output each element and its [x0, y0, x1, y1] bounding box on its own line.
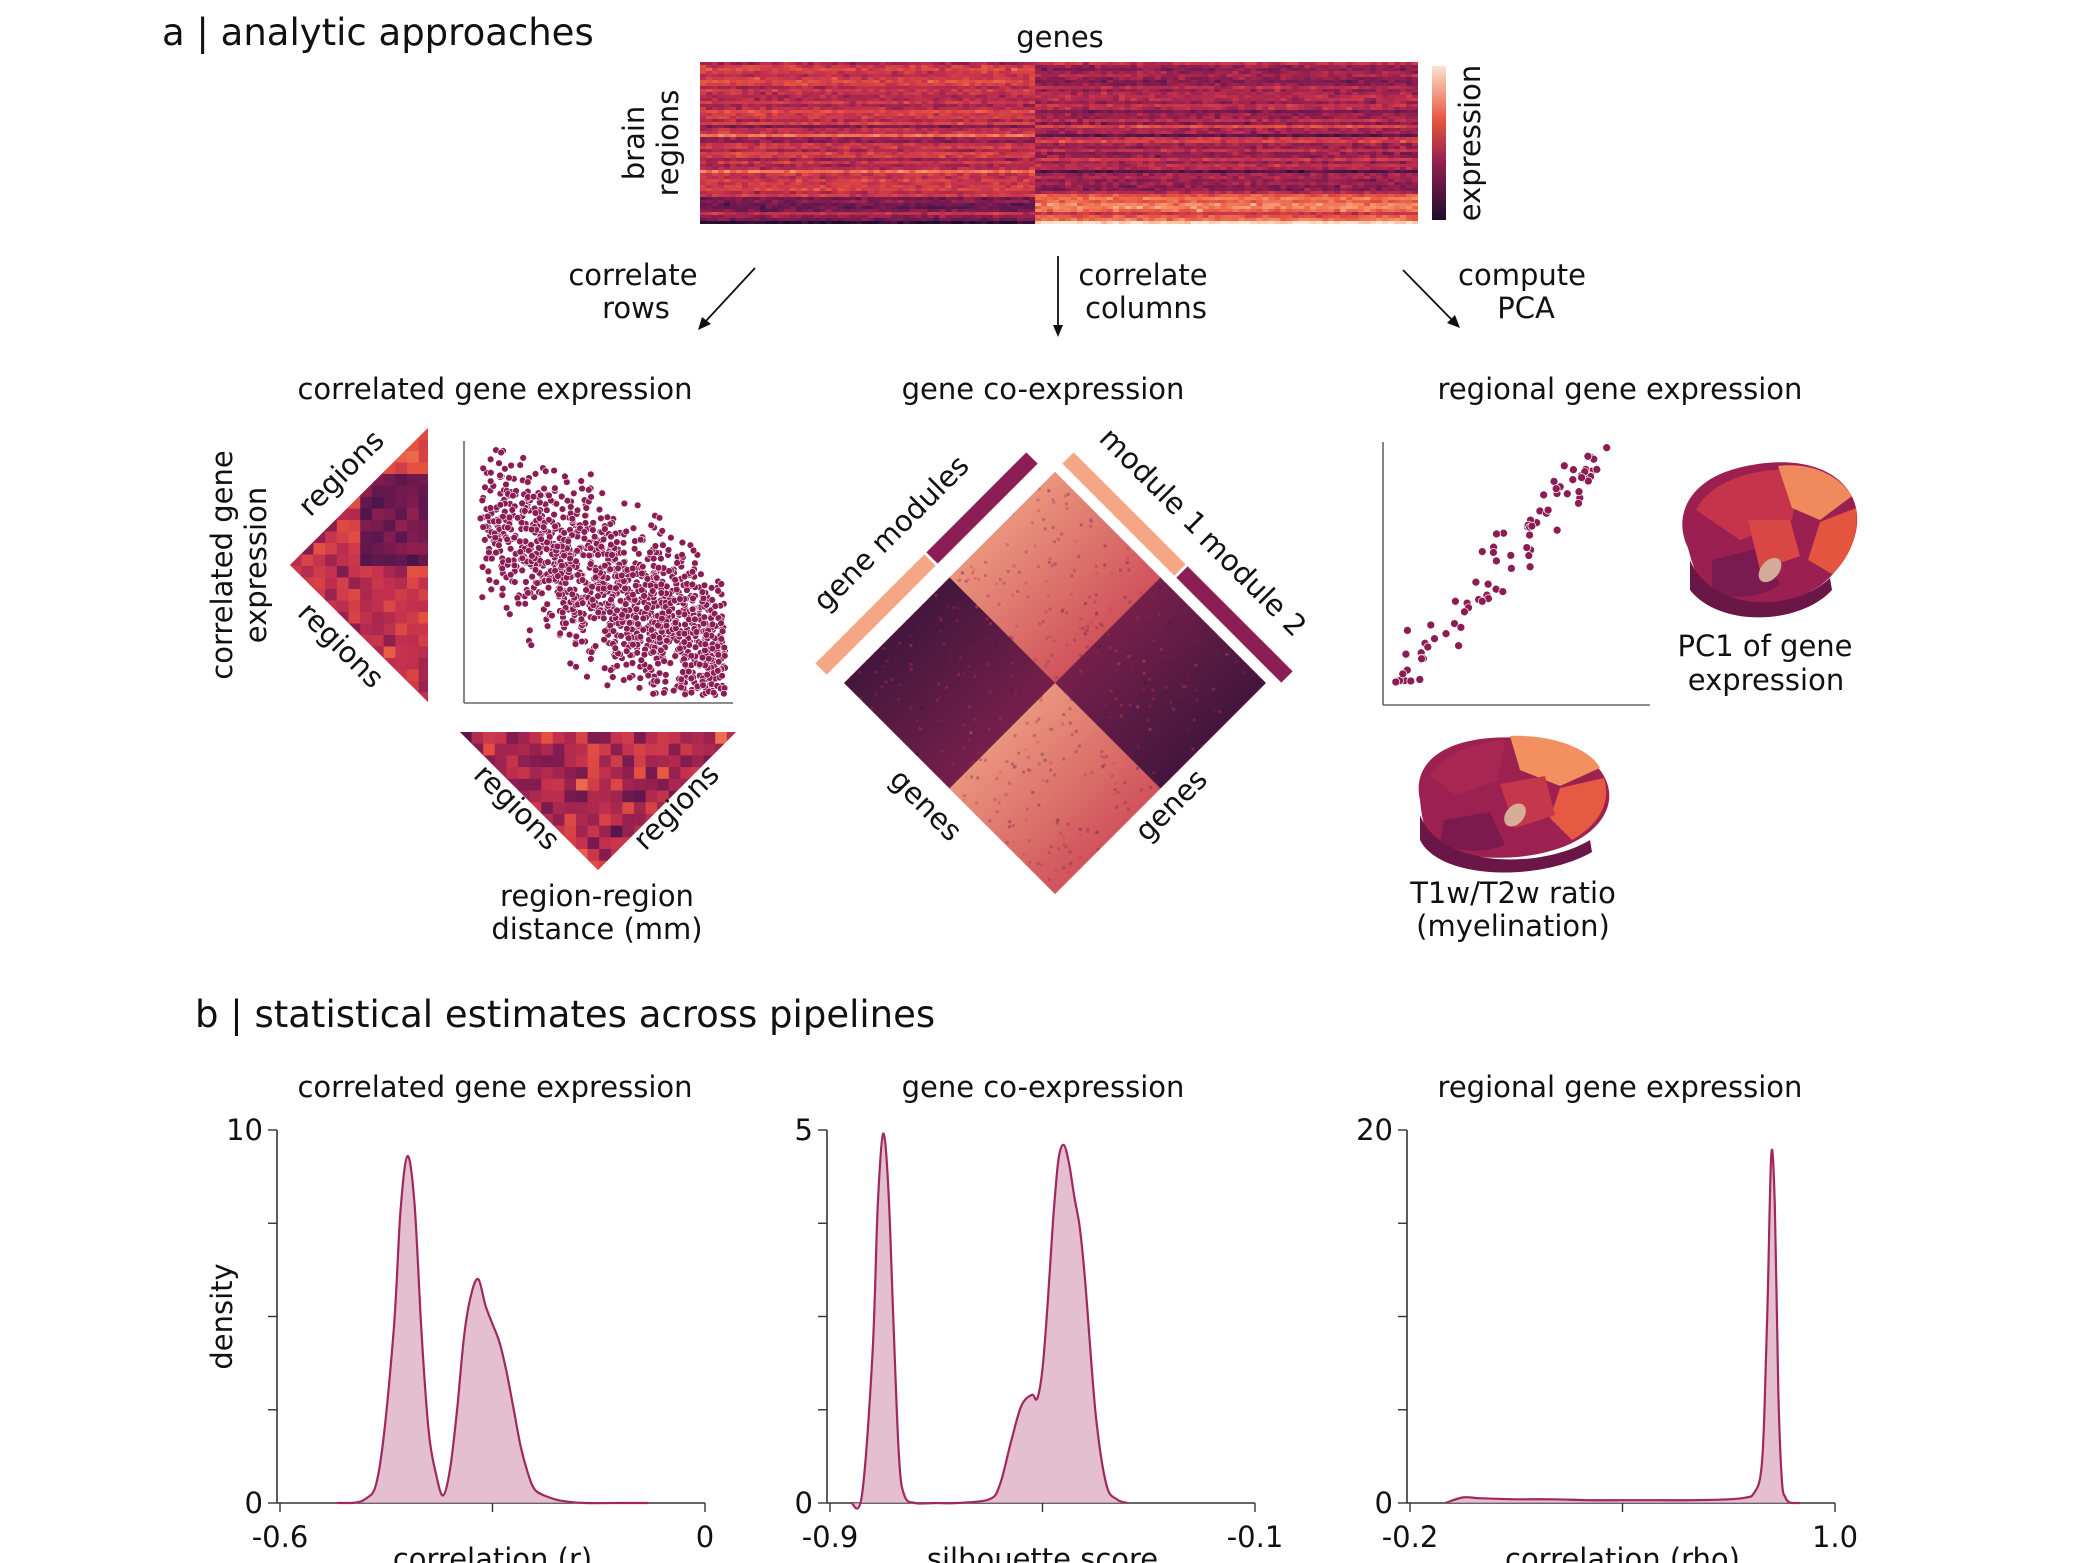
arrow-pca-label-2: PCA [1497, 291, 1555, 325]
density-area [1445, 1149, 1800, 1504]
panel-b-title: b | statistical estimates across pipelin… [195, 993, 935, 1036]
rge-schematic: PC1 of gene expression T1w/T2w ratio (my… [1382, 442, 1858, 943]
heatmap-cells [700, 62, 1418, 224]
distance-label-1: region-region [500, 879, 694, 913]
arrow-rows-label-2: rows [602, 291, 670, 325]
coexp-title: gene co-expression [902, 372, 1185, 406]
y-tick-label: 0 [1375, 1486, 1393, 1520]
arrow-pca-label-1: compute [1458, 258, 1586, 292]
arrow-columns-label-1: correlate [1078, 258, 1207, 292]
x-tick-label: -0.2 [1382, 1520, 1439, 1554]
x-axis-label: silhouette score [927, 1542, 1158, 1563]
density-line [850, 1132, 1128, 1510]
x-tick-label: -0.9 [802, 1520, 859, 1554]
x-axis-label: correlation (rho) [1505, 1542, 1740, 1563]
y-tick-label: 0 [795, 1486, 813, 1520]
cge-schematic: correlated gene expression regions regio… [205, 423, 736, 946]
brain-t1t2-image [1418, 735, 1610, 873]
arrow-rows-label-1: correlate [568, 258, 697, 292]
density-line [1445, 1148, 1800, 1505]
module-1-label: module 1 [1093, 421, 1213, 541]
coexp-schematic: gene modules module 1 module 2 genes gen… [806, 421, 1313, 894]
x-tick-label: 0 [696, 1520, 714, 1554]
y-tick-label: 5 [795, 1113, 813, 1147]
module-2-label: module 2 [1193, 523, 1313, 643]
heatmap-genes-label: genes [1016, 20, 1104, 54]
y-tick-label: 0 [245, 1486, 263, 1520]
x-tick-label: -0.6 [252, 1520, 309, 1554]
distance-label-2: distance (mm) [491, 912, 702, 946]
pc1-label-2: expression [1688, 663, 1844, 697]
cge-title: correlated gene expression [297, 372, 692, 406]
x-tick-label: 1.0 [1812, 1520, 1858, 1554]
expression-heatmap: genes brain regions expression [617, 20, 1487, 224]
t1t2-label-1: T1w/T2w ratio [1409, 876, 1616, 910]
y-tick-label: 10 [226, 1113, 263, 1147]
density-area [851, 1133, 1128, 1509]
brain-pc1-image [1682, 462, 1858, 618]
x-axis-label: correlation (r) [393, 1542, 592, 1563]
y-tick-label: 20 [1356, 1113, 1393, 1147]
rge-title: regional gene expression [1438, 372, 1803, 406]
heatmap-rows-label-1: brain [617, 106, 651, 181]
arrows [698, 256, 1460, 337]
density-chart-title: gene co-expression [902, 1070, 1185, 1104]
rge-scatter-points [1391, 443, 1612, 687]
heatmap-rows-label-2: regions [651, 90, 685, 197]
t1t2-label-2: (myelination) [1416, 909, 1610, 943]
pc1-label-1: PC1 of gene [1677, 629, 1852, 663]
colorbar-label: expression [1453, 65, 1487, 221]
panel-a-title: a | analytic approaches [162, 11, 594, 54]
cge-ylabel-1: correlated gene [205, 450, 239, 679]
y-axis-label: density [205, 1263, 239, 1369]
density-chart-2: gene co-expression 0 5 -0.9 -0.1 silhouette s… [795, 1070, 1284, 1563]
density-area [336, 1156, 649, 1504]
arrow-columns-label-2: columns [1085, 291, 1207, 325]
density-chart-title: correlated gene expression [297, 1070, 692, 1104]
density-chart-title: regional gene expression [1438, 1070, 1803, 1104]
density-line [336, 1154, 649, 1505]
expression-colorbar [1432, 66, 1446, 220]
x-tick-label: -0.1 [1227, 1520, 1284, 1554]
cge-ylabel-2: expression [239, 487, 273, 643]
density-chart-3: regional gene expression 0 20 -0.2 1.0 correl… [1356, 1070, 1858, 1563]
cge-scatter-points [476, 446, 729, 699]
